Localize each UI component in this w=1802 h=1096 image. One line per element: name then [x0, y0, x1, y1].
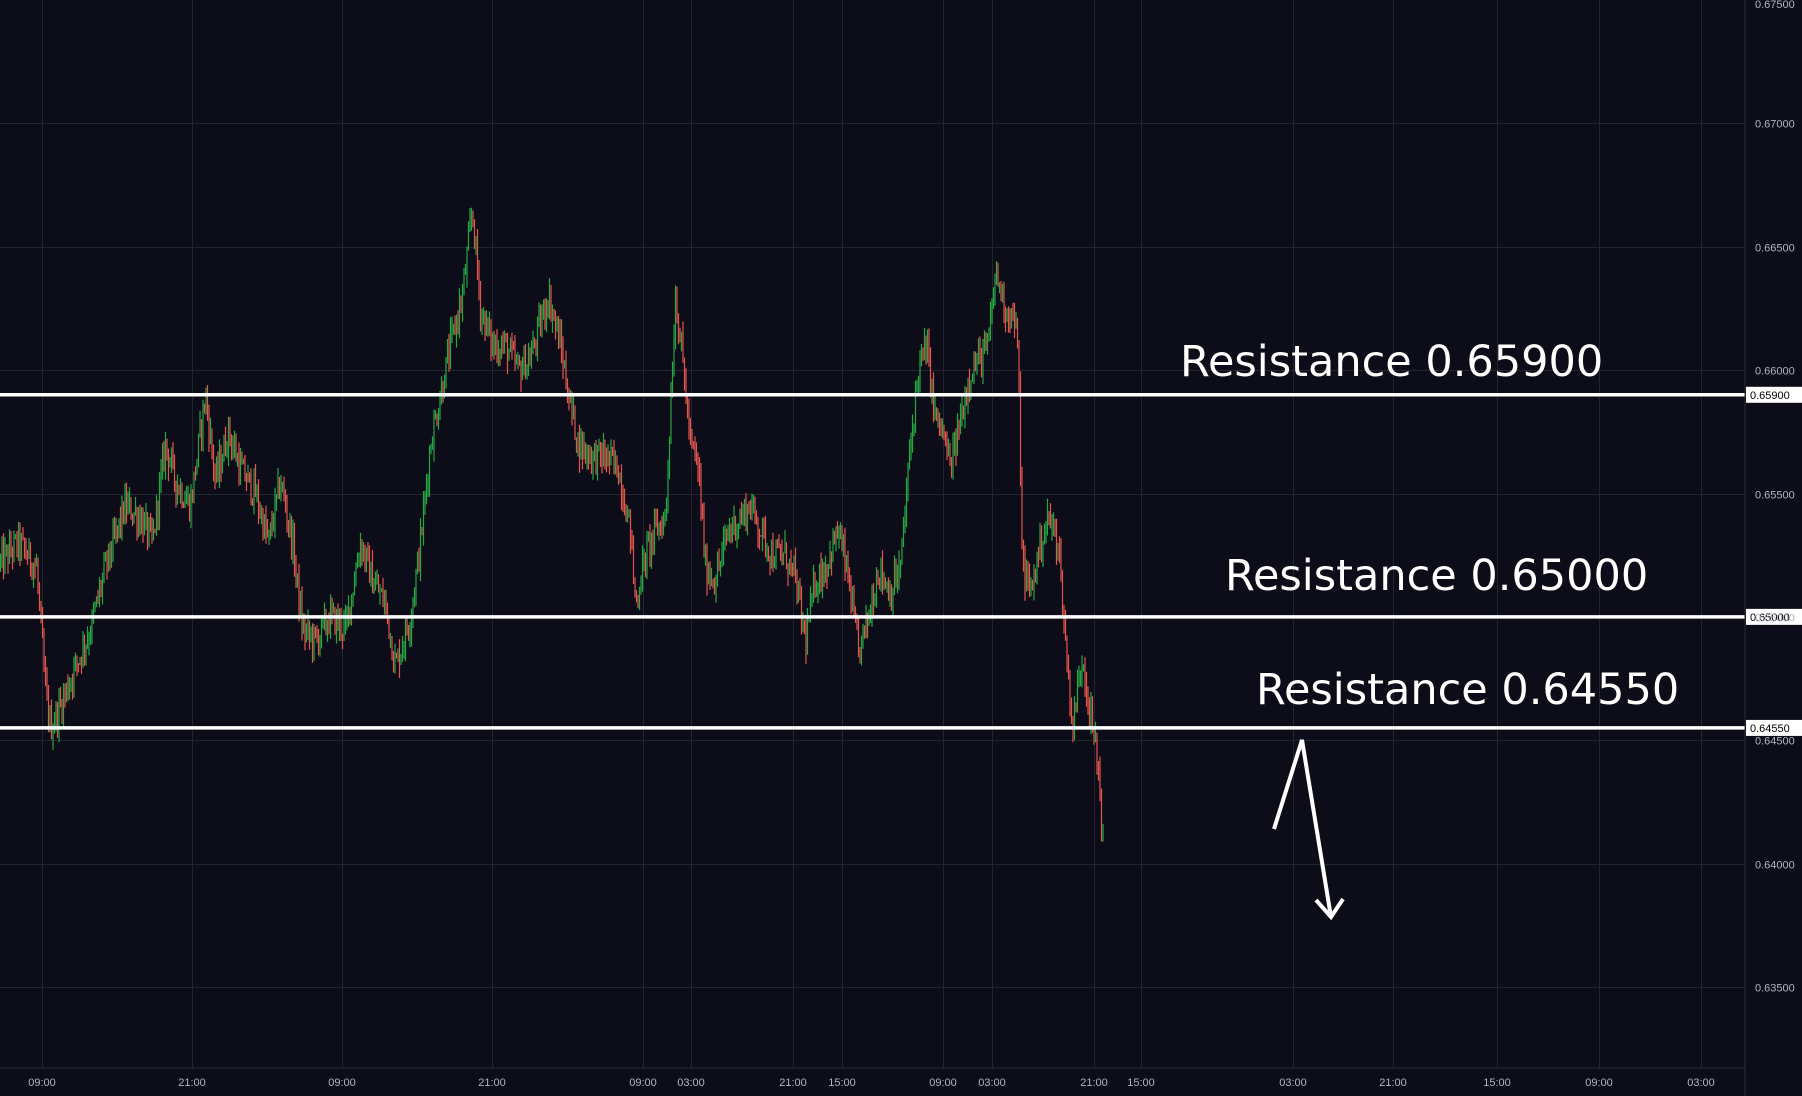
price-tick-label: 0.67500 — [1755, 0, 1795, 11]
time-tick-label: 21:00 — [779, 1077, 807, 1089]
price-tick-label: 0.67000 — [1755, 119, 1795, 131]
arrow-head — [1314, 897, 1345, 921]
price-tick-label: 0.66000 — [1755, 366, 1795, 378]
resistance-annotation: Resistance 0.65900 — [1180, 337, 1603, 387]
time-tick-label: 15:00 — [1483, 1077, 1511, 1089]
price-level-tag-label: 0.65900 — [1750, 390, 1790, 402]
chart-grid — [0, 0, 1745, 1068]
time-tick-label: 21:00 — [1080, 1077, 1108, 1089]
time-tick-label: 09:00 — [629, 1077, 657, 1089]
time-tick-label: 03:00 — [1279, 1077, 1307, 1089]
price-tick-label: 0.65000 — [1755, 613, 1795, 625]
time-tick-label: 09:00 — [929, 1077, 957, 1089]
time-tick-label: 15:00 — [1127, 1077, 1155, 1089]
price-tick-label: 0.66500 — [1755, 243, 1795, 255]
time-tick-label: 09:00 — [28, 1077, 56, 1089]
price-tick-label: 0.65500 — [1755, 490, 1795, 502]
price-tick-label: 0.63500 — [1755, 983, 1795, 995]
price-level-tag — [1746, 719, 1802, 736]
price-level-tag — [1746, 386, 1802, 403]
arrow-line — [1272, 739, 1333, 918]
price-tick-label: 0.64500 — [1755, 736, 1795, 748]
time-tick-label: 03:00 — [1687, 1077, 1715, 1089]
price-level-tag — [1746, 608, 1802, 625]
price-axis[interactable]: 0.67500 0.67000 0.66500 0.66000 0.65500 0.650… — [1744, 0, 1795, 1096]
time-tick-label: 21:00 — [178, 1077, 206, 1089]
time-tick-label: 09:00 — [1585, 1077, 1613, 1089]
price-tick-label: 0.64000 — [1755, 860, 1795, 872]
forecast-arrow — [1272, 739, 1345, 921]
time-tick-label: 15:00 — [828, 1077, 856, 1089]
candles — [0, 207, 1104, 842]
time-axis[interactable]: 09:00 21:00 09:00 21:00 09:00 03:00 21:00 15:00… — [0, 1067, 1745, 1089]
resistance-levels[interactable]: 0.65900 Resistance 0.65900 0.65000 Resistan… — [0, 337, 1802, 736]
resistance-annotation: Resistance 0.65000 — [1225, 551, 1648, 601]
resistance-annotation: Resistance 0.64550 — [1256, 665, 1679, 715]
time-tick-label: 21:00 — [478, 1077, 506, 1089]
time-tick-label: 21:00 — [1379, 1077, 1407, 1089]
time-tick-label: 09:00 — [328, 1077, 356, 1089]
time-tick-label: 03:00 — [978, 1077, 1006, 1089]
time-tick-label: 03:00 — [677, 1077, 705, 1089]
price-level-tag-label: 0.64550 — [1750, 723, 1790, 735]
price-level-tag-label: 0.65000 — [1750, 612, 1790, 624]
